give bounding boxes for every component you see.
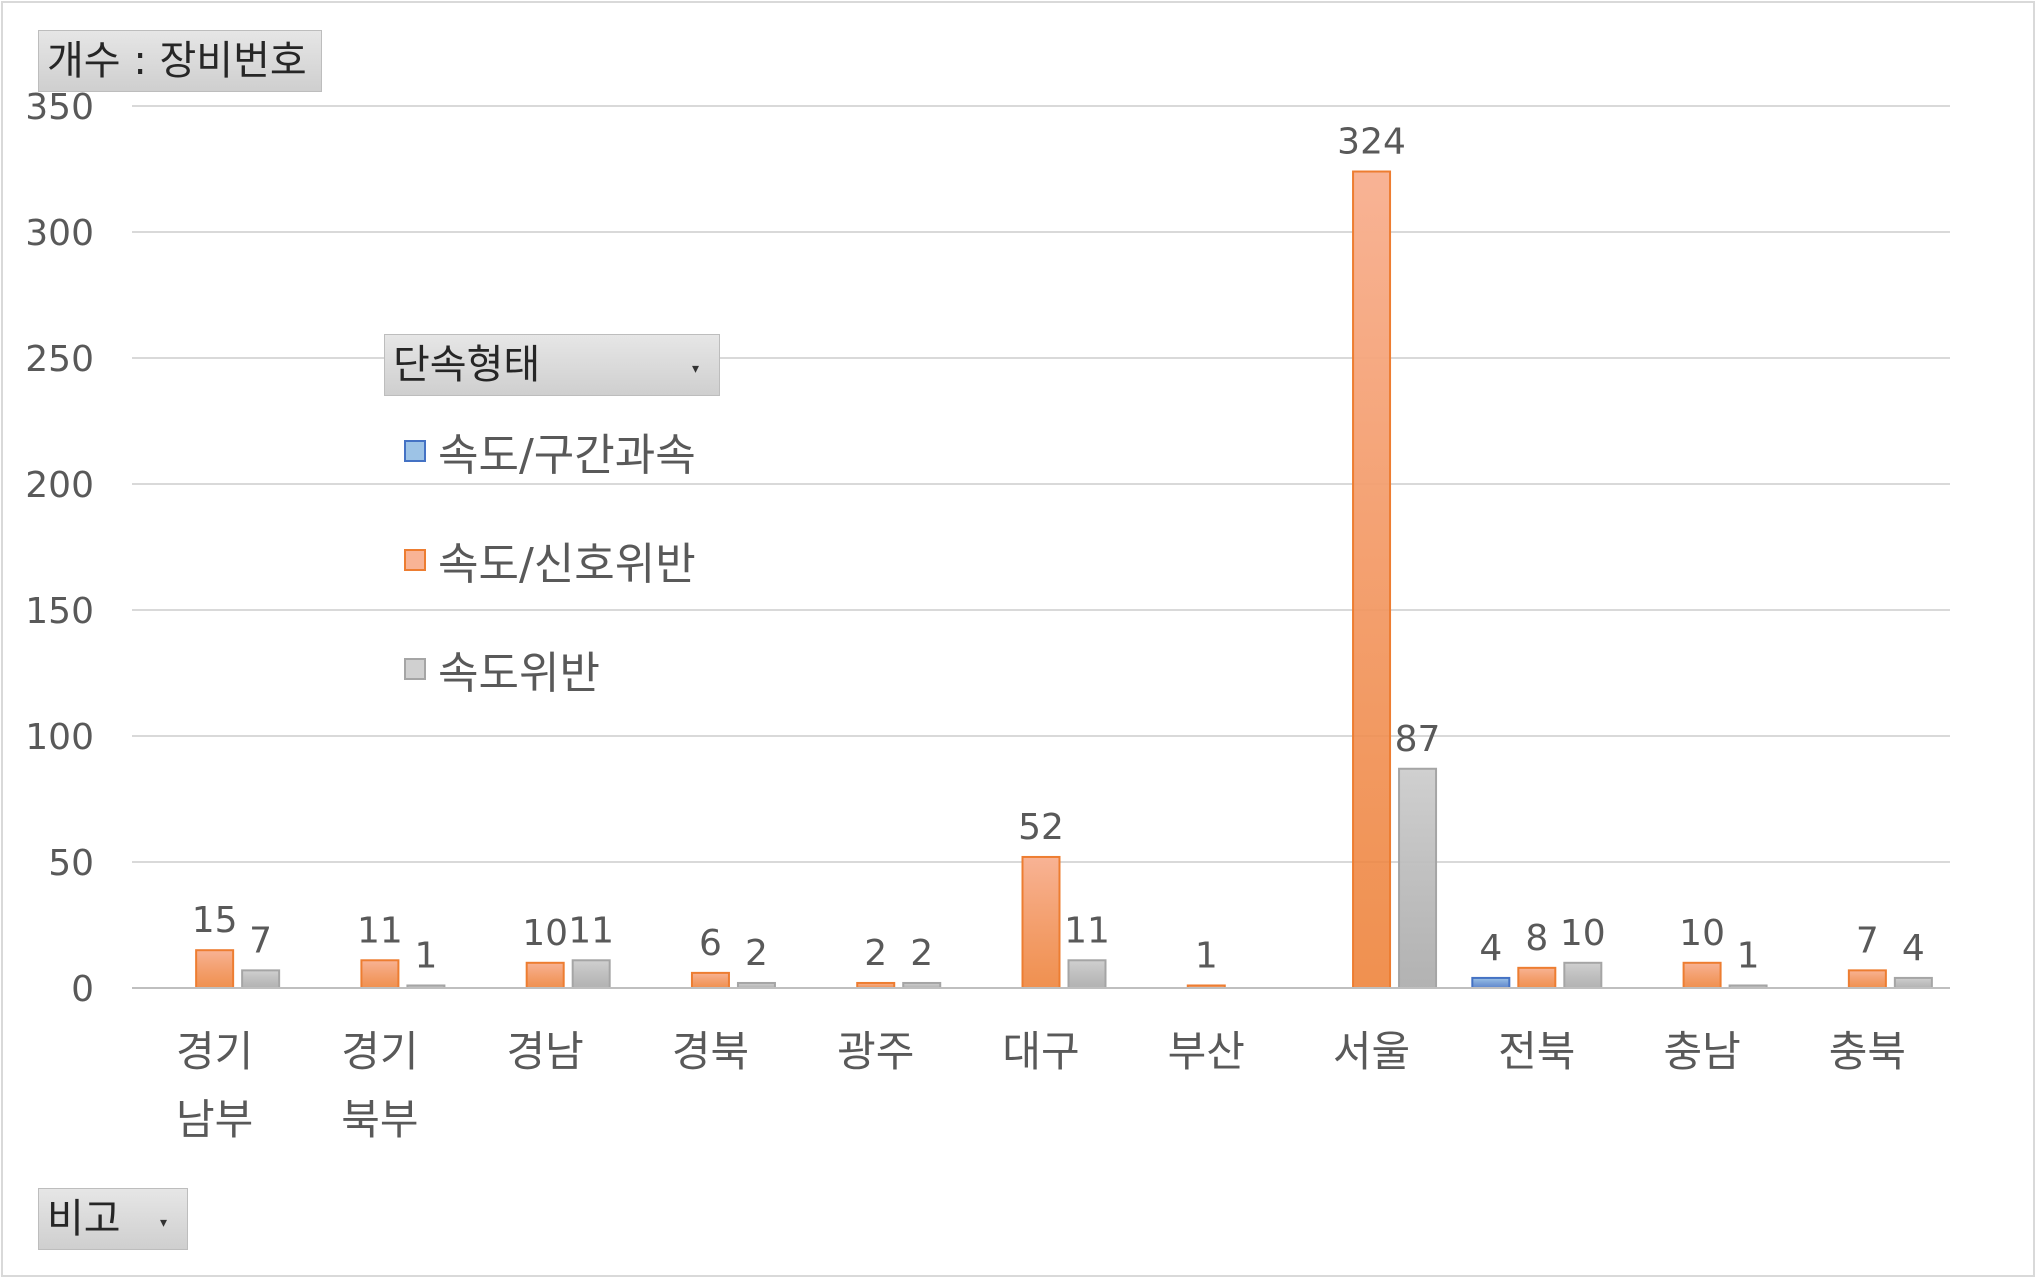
chevron-down-icon[interactable]: ▾ xyxy=(159,1215,167,1231)
value-field-button[interactable]: 개수 : 장비번호 xyxy=(38,30,322,92)
x-tick-label: 부산 xyxy=(1168,1027,1245,1076)
data-label: 15 xyxy=(192,900,238,941)
data-label: 2 xyxy=(745,933,768,974)
x-tick-label: 광주 xyxy=(837,1027,914,1076)
data-label: 8 xyxy=(1525,918,1548,959)
data-label: 6 xyxy=(699,923,722,964)
x-tick-label: 충남 xyxy=(1663,1027,1740,1076)
y-tick-label: 0 xyxy=(71,969,94,1010)
filter-field-button[interactable]: 비고 ▾ xyxy=(38,1188,188,1250)
bar xyxy=(1517,966,1557,990)
legend-swatch xyxy=(404,549,426,571)
bar xyxy=(1352,170,1392,989)
legend-item-series-3[interactable]: 속도위반 xyxy=(404,644,600,699)
bar xyxy=(1682,961,1722,989)
legend-swatch xyxy=(404,658,426,680)
x-tick-label: 경남 xyxy=(507,1027,584,1076)
legend-label: 속도/신호위반 xyxy=(438,539,696,590)
bar xyxy=(241,969,281,989)
x-tick-label: 남부 xyxy=(176,1095,253,1144)
legend-field-button[interactable]: 단속형태 ▾ xyxy=(384,334,720,396)
chevron-down-icon[interactable]: ▾ xyxy=(691,361,699,377)
data-label: 7 xyxy=(249,920,272,961)
bar xyxy=(1893,976,1933,989)
x-tick-label: 전북 xyxy=(1498,1027,1575,1076)
x-tick-label: 북부 xyxy=(341,1095,418,1144)
data-label: 1 xyxy=(1195,935,1218,976)
bar xyxy=(360,959,400,990)
x-tick-label: 충북 xyxy=(1829,1027,1906,1076)
data-label: 11 xyxy=(1064,910,1110,951)
y-tick-label: 150 xyxy=(25,591,94,632)
bar xyxy=(1563,961,1603,989)
bar xyxy=(1471,976,1511,989)
bar xyxy=(525,961,565,989)
x-tick-label: 경북 xyxy=(672,1027,749,1076)
data-label: 4 xyxy=(1902,928,1925,969)
bar xyxy=(1847,969,1887,989)
data-label: 87 xyxy=(1395,719,1441,760)
data-label: 2 xyxy=(864,933,887,974)
bar xyxy=(1021,855,1061,990)
data-label: 11 xyxy=(357,910,403,951)
y-tick-label: 100 xyxy=(25,717,94,758)
y-tick-label: 300 xyxy=(25,213,94,254)
x-tick-label: 대구 xyxy=(1002,1027,1079,1076)
x-tick-label: 경기 xyxy=(341,1027,418,1076)
bar xyxy=(690,971,730,990)
data-label: 10 xyxy=(522,913,568,954)
x-tick-label: 경기 xyxy=(176,1027,253,1076)
legend-field-label: 단속형태 xyxy=(393,342,541,388)
legend-swatch xyxy=(404,440,426,462)
y-tick-label: 50 xyxy=(48,843,94,884)
data-label: 324 xyxy=(1337,122,1406,163)
y-tick-label: 200 xyxy=(25,465,94,506)
legend-label: 속도위반 xyxy=(438,648,600,699)
data-label: 11 xyxy=(568,910,614,951)
data-label: 4 xyxy=(1479,928,1502,969)
legend-item-series-2[interactable]: 속도/신호위반 xyxy=(404,535,696,590)
data-label: 1 xyxy=(1737,935,1760,976)
data-label: 10 xyxy=(1679,913,1725,954)
bar xyxy=(1067,959,1107,990)
filter-field-label: 비고 xyxy=(47,1196,121,1242)
y-tick-label: 250 xyxy=(25,339,94,380)
data-label: 52 xyxy=(1018,807,1064,848)
bar xyxy=(195,949,235,990)
data-label: 10 xyxy=(1560,913,1606,954)
data-label: 1 xyxy=(414,935,437,976)
bar xyxy=(1398,767,1438,990)
data-label: 7 xyxy=(1856,920,1879,961)
data-label: 2 xyxy=(910,933,933,974)
bar xyxy=(571,959,611,990)
legend-label: 속도/구간과속 xyxy=(438,430,696,481)
legend-item-series-1[interactable]: 속도/구간과속 xyxy=(404,426,696,481)
x-tick-label: 서울 xyxy=(1333,1027,1410,1076)
y-tick-label: 350 xyxy=(25,87,94,128)
value-field-label: 개수 : 장비번호 xyxy=(47,38,307,84)
